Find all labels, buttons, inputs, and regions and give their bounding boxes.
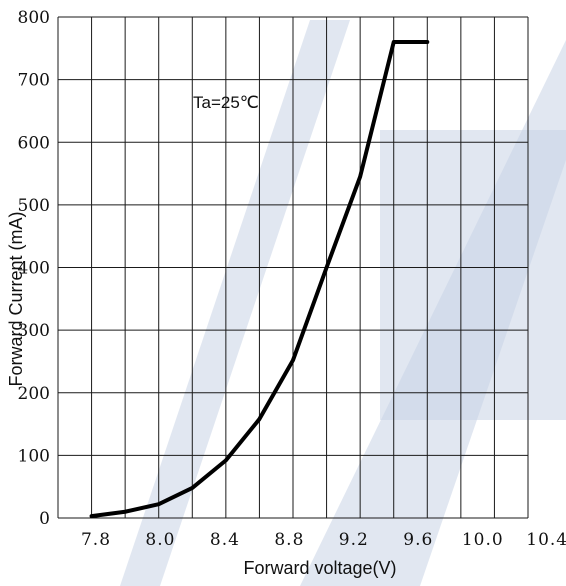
grid — [57, 16, 529, 519]
x-axis-ticks: 7.8 8.0 8.4 8.8 9.2 9.6 10.0 10.4 — [81, 530, 566, 550]
y-tick-label: 400 — [18, 259, 50, 279]
x-tick-label: 7.8 — [81, 530, 111, 550]
x-tick-label: 10.0 — [462, 530, 504, 550]
series-line — [89, 40, 430, 519]
annotation-text: Ta=25℃ — [193, 93, 259, 112]
y-tick-label: 700 — [18, 71, 50, 91]
y-tick-label: 200 — [18, 384, 50, 404]
x-tick-label: 8.4 — [210, 530, 240, 550]
x-tick-label: 10.4 — [526, 530, 566, 550]
y-tick-label: 300 — [18, 321, 50, 341]
y-tick-label: 600 — [18, 133, 50, 153]
x-axis-title: Forward voltage(V) — [243, 558, 396, 578]
watermark — [120, 20, 566, 586]
y-tick-label: 500 — [18, 196, 50, 216]
y-tick-label: 100 — [18, 446, 50, 466]
y-tick-label: 0 — [39, 509, 50, 529]
x-tick-label: 8.0 — [145, 530, 175, 550]
x-tick-label: 8.8 — [274, 530, 304, 550]
x-tick-label: 9.2 — [339, 530, 369, 550]
x-tick-label: 9.6 — [403, 530, 433, 550]
y-axis-ticks: 0 100 200 300 400 500 600 700 800 — [18, 8, 50, 529]
y-axis-title: Forward Current (mA) — [6, 211, 26, 386]
y-tick-label: 800 — [18, 8, 50, 28]
series-group — [89, 40, 430, 519]
